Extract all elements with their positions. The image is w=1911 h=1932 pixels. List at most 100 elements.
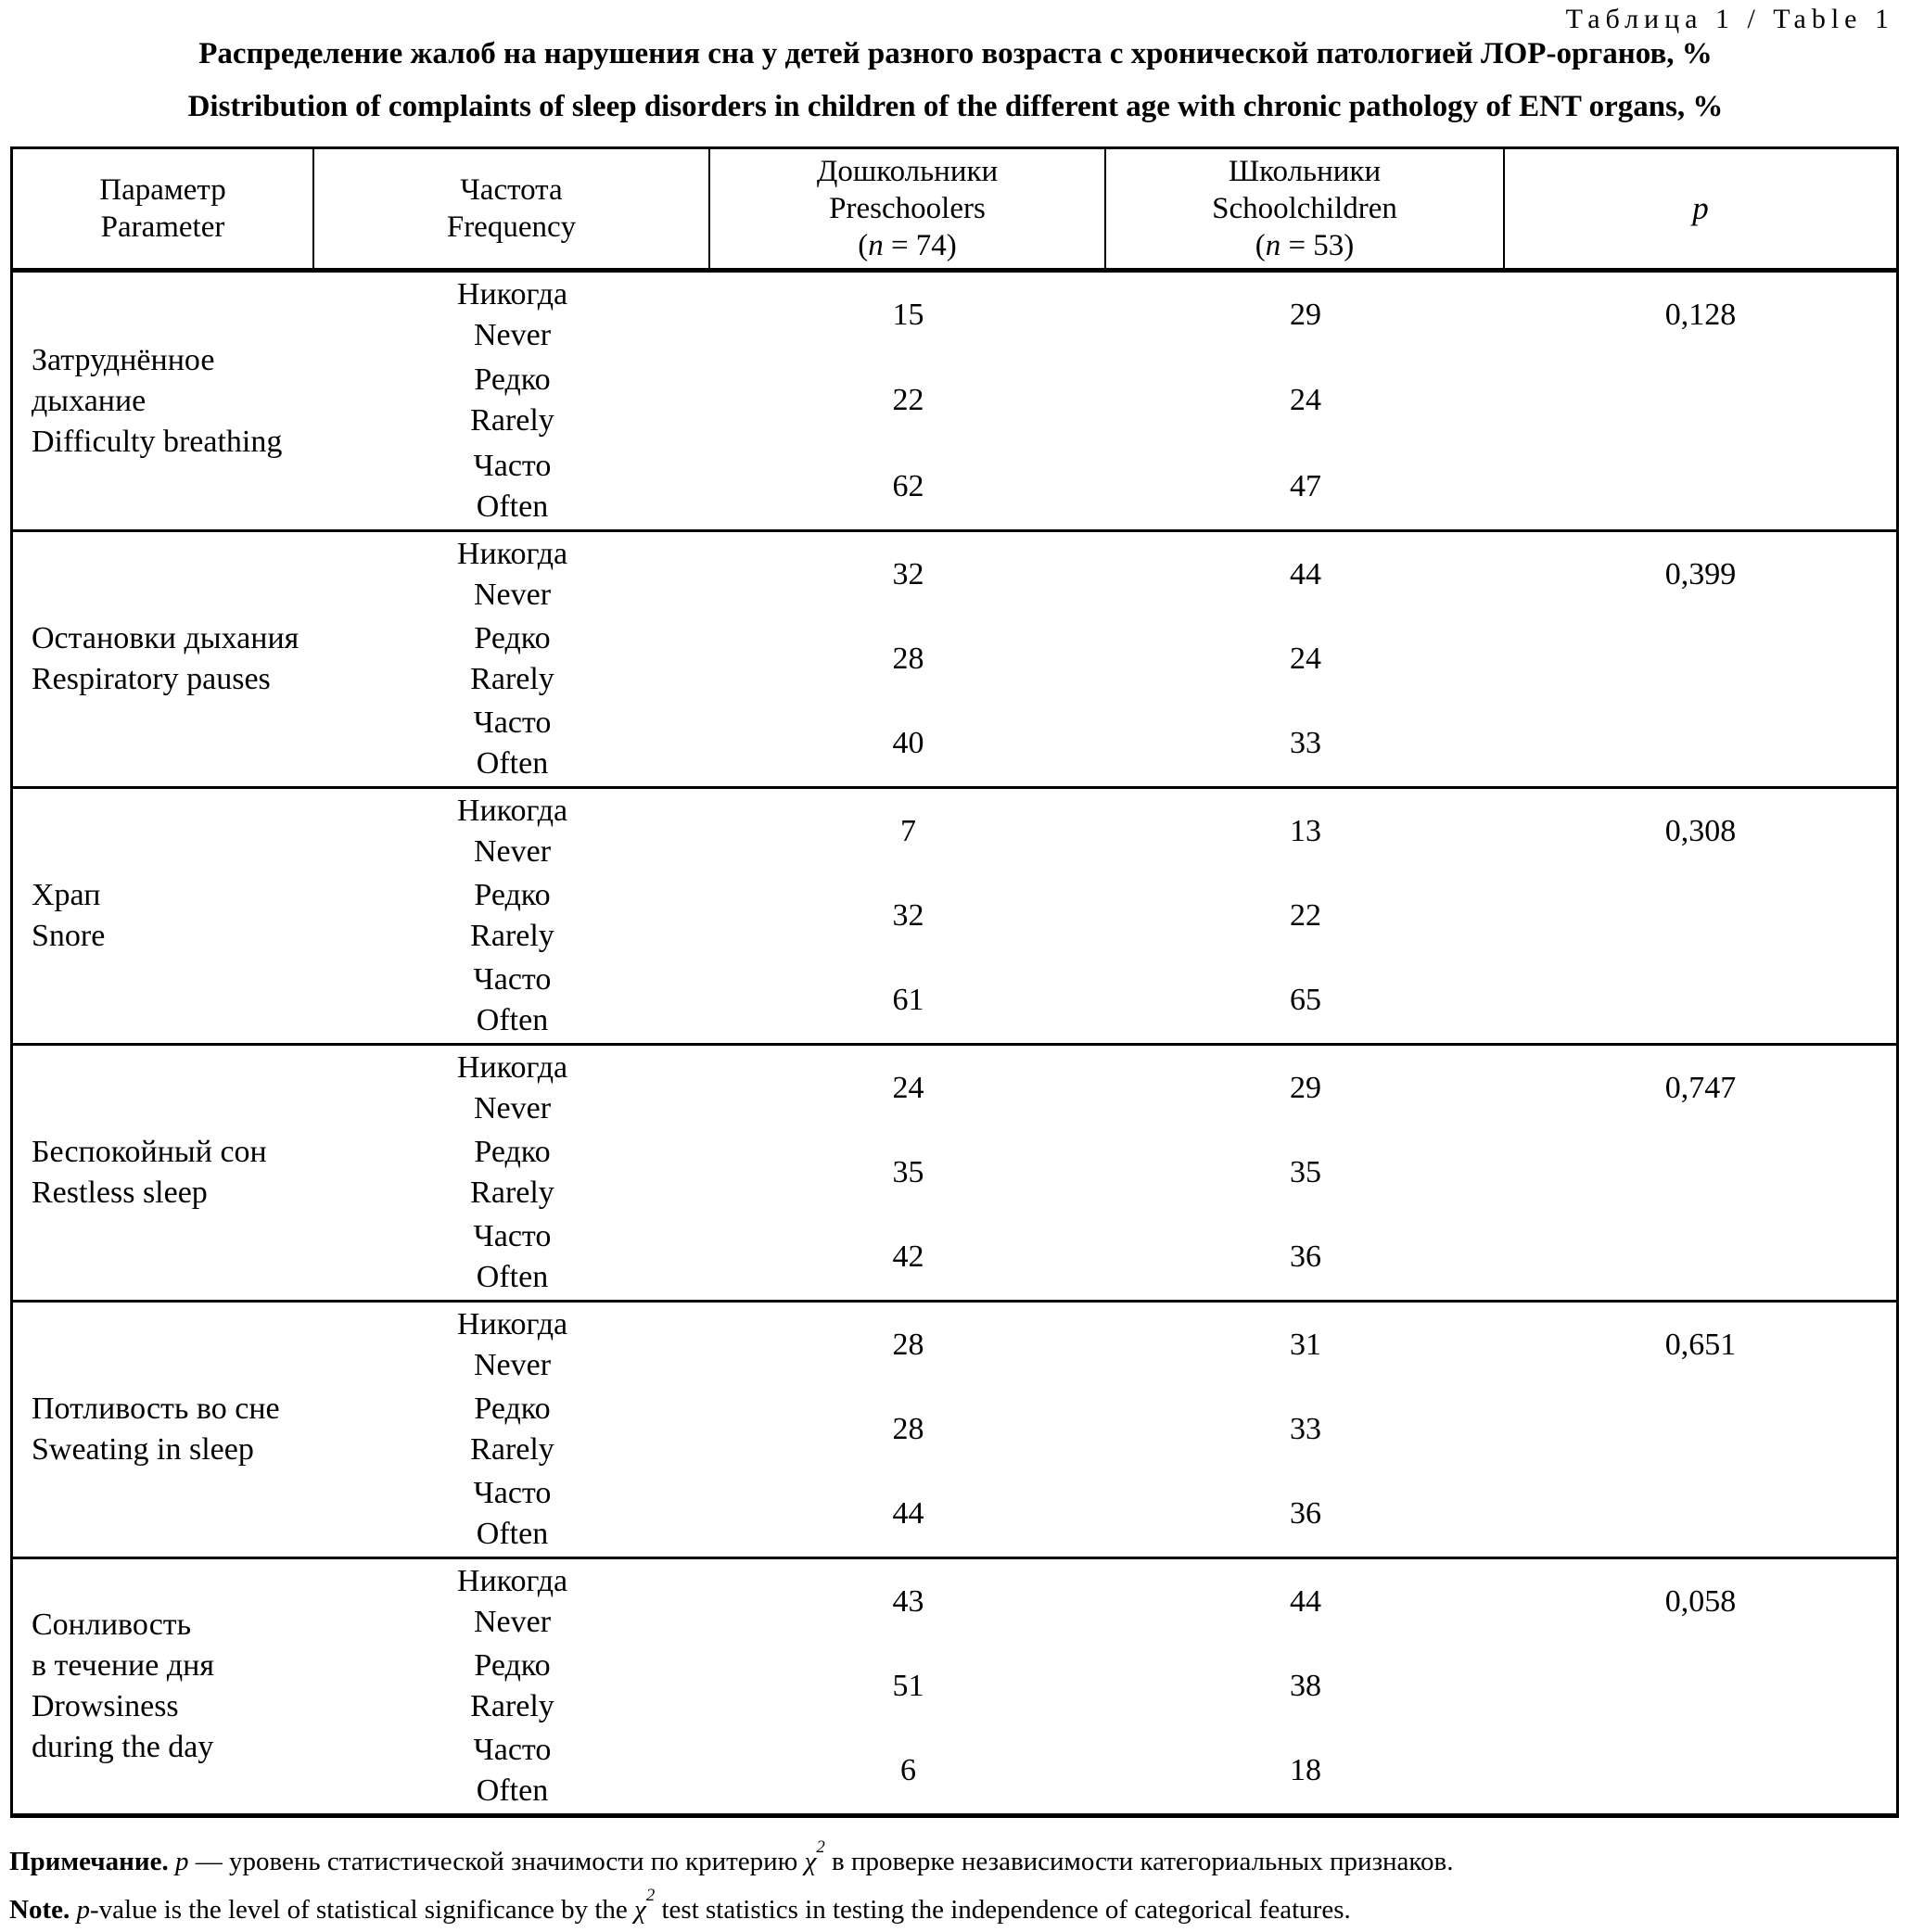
frequency-label-ru: Никогда: [456, 536, 568, 571]
header-frequency-en: Frequency: [446, 210, 577, 244]
chi-squared-symbol: χ2: [804, 1838, 825, 1876]
preschoolers-value: 32: [892, 556, 924, 591]
parameter-group-row: Затруднённое дыхание Difficulty breathing Н…: [13, 273, 1896, 529]
header-parameter-ru: Параметр: [99, 173, 226, 207]
preschoolers-n-symbol: n: [868, 229, 884, 262]
preschoolers-value: 43: [892, 1583, 924, 1619]
parameter-line: Respiratory pauses: [32, 662, 271, 696]
header-preschoolers-ru: Дошкольники: [816, 155, 999, 188]
chi-exponent: 2: [645, 1885, 656, 1905]
statistics-table: Параметр Parameter Частота Frequency Дош…: [10, 146, 1899, 1818]
parameter-group-row: Сонливость в течение дня Drowsiness during …: [13, 1557, 1896, 1813]
frequency-label-ru: Часто: [473, 962, 552, 998]
schoolchildren-value: 24: [1290, 641, 1321, 676]
parameter-cell: Сонливость в течение дня Drowsiness during …: [13, 1559, 314, 1813]
table-body: Затруднённое дыхание Difficulty breathing Н…: [13, 273, 1896, 1813]
frequency-label-en: Rarely: [470, 661, 554, 696]
schoolchildren-value: 18: [1290, 1753, 1321, 1788]
frequency-label-ru: Никогда: [456, 1563, 568, 1598]
parameter-line: Snore: [32, 919, 106, 953]
schoolchildren-value: 13: [1290, 813, 1321, 848]
parameter-line: дыхание: [32, 383, 147, 418]
table-title-english: Distribution of complaints of sleep diso…: [187, 90, 1724, 123]
frequency-cell: Редко Rarely: [314, 873, 710, 958]
frequency-label-en: Rarely: [470, 1688, 554, 1723]
schoolchildren-value: 29: [1290, 298, 1321, 333]
parameter-group-row: Беспокойный сон Restless sleep Никогда Neve…: [13, 1043, 1896, 1300]
header-schoolchildren-en: Schoolchildren: [1212, 192, 1397, 225]
preschoolers-value: 24: [892, 1070, 924, 1105]
header-parameter-en: Parameter: [100, 210, 225, 244]
p-value: 0,058: [1664, 1583, 1737, 1619]
footnote-ru-text-1: — уровень статистической значимости по к…: [195, 1847, 805, 1876]
schoolchildren-value: 47: [1290, 468, 1321, 503]
parameter-line: during the day: [32, 1730, 214, 1764]
table-number-label: Таблица 1 / Table 1: [1565, 4, 1894, 34]
frequency-label-en: Often: [476, 1003, 549, 1038]
preschoolers-n-prefix: (: [858, 229, 869, 262]
preschoolers-value: 35: [892, 1154, 924, 1189]
frequency-label-ru: Редко: [474, 1134, 551, 1169]
parameter-line: Difficulty breathing: [32, 424, 283, 459]
frequency-label-ru: Никогда: [456, 793, 568, 828]
frequency-cell: Часто Often: [314, 1472, 710, 1557]
preschoolers-value: 51: [892, 1668, 924, 1703]
parameter-line: Restless sleep: [32, 1176, 208, 1210]
frequency-cell: Часто Often: [314, 444, 710, 529]
frequency-label-en: Never: [473, 1090, 552, 1125]
parameter-line: в течение дня: [32, 1648, 214, 1683]
chi-letter: χ: [634, 1895, 646, 1925]
chi-letter: χ: [804, 1847, 817, 1876]
schoolchildren-value: 29: [1290, 1070, 1321, 1105]
schoolchildren-value: 33: [1290, 1411, 1321, 1446]
schoolchildren-value: 36: [1290, 1496, 1321, 1532]
frequency-cell: Никогда Never: [314, 1559, 710, 1644]
footnote-en-p-symbol: p: [70, 1895, 90, 1925]
frequency-label-ru: Редко: [474, 620, 551, 655]
header-preschoolers-n: (n = 74): [858, 227, 957, 264]
preschoolers-value: 7: [900, 813, 916, 848]
preschoolers-value: 44: [892, 1496, 924, 1532]
header-frequency-ru: Частота: [460, 173, 563, 207]
schoolchildren-n-suffix: = 53): [1280, 229, 1355, 262]
frequency-label-ru: Часто: [473, 1733, 552, 1768]
schoolchildren-value: 36: [1290, 1239, 1321, 1275]
parameter-line: Сонливость: [32, 1608, 192, 1642]
frequency-label-ru: Часто: [473, 705, 552, 741]
frequency-label-en: Often: [476, 1260, 549, 1295]
footnote-ru-text-2: в проверке независимости категориальных …: [824, 1847, 1454, 1876]
schoolchildren-value: 38: [1290, 1668, 1321, 1703]
header-preschoolers-en: Preschoolers: [829, 192, 986, 225]
frequency-label-ru: Никогда: [456, 1049, 568, 1085]
preschoolers-value: 28: [892, 1411, 924, 1446]
preschoolers-value: 28: [892, 1327, 924, 1362]
preschoolers-n-suffix: = 74): [883, 229, 957, 262]
header-parameter: Параметр Parameter: [13, 149, 314, 268]
p-value: 0,128: [1664, 298, 1737, 333]
frequency-label-ru: Редко: [474, 362, 551, 398]
table-header-row: Параметр Parameter Частота Frequency Дош…: [13, 149, 1896, 273]
preschoolers-value: 61: [892, 983, 924, 1018]
preschoolers-value: 22: [892, 383, 924, 418]
frequency-label-ru: Часто: [473, 448, 552, 483]
frequency-cell: Часто Often: [314, 1215, 710, 1300]
frequency-label-en: Often: [476, 1517, 549, 1552]
frequency-cell: Никогда Never: [314, 273, 710, 358]
frequency-label-en: Never: [473, 1604, 552, 1639]
schoolchildren-value: 24: [1290, 383, 1321, 418]
footnote-ru-p-symbol: p: [168, 1847, 196, 1876]
frequency-label-en: Rarely: [470, 1175, 554, 1210]
header-frequency: Частота Frequency: [314, 149, 710, 268]
table-title-russian: Распределение жалоб на нарушения сна у д…: [198, 37, 1713, 70]
frequency-label-en: Often: [476, 489, 549, 524]
parameter-group-row: Остановки дыхания Respiratory pauses Никог…: [13, 529, 1896, 786]
schoolchildren-value: 33: [1290, 726, 1321, 761]
frequency-cell: Никогда Never: [314, 1046, 710, 1130]
schoolchildren-n-symbol: n: [1265, 229, 1281, 262]
p-value: 0,747: [1664, 1070, 1737, 1105]
footnote-en-text-2: test statistics in testing the independe…: [655, 1895, 1351, 1925]
header-p-value: p: [1692, 190, 1709, 226]
header-preschoolers: Дошкольники Preschoolers (n = 74): [710, 149, 1106, 268]
footnote-en-label: Note.: [9, 1895, 70, 1925]
frequency-label-ru: Никогда: [456, 277, 568, 312]
